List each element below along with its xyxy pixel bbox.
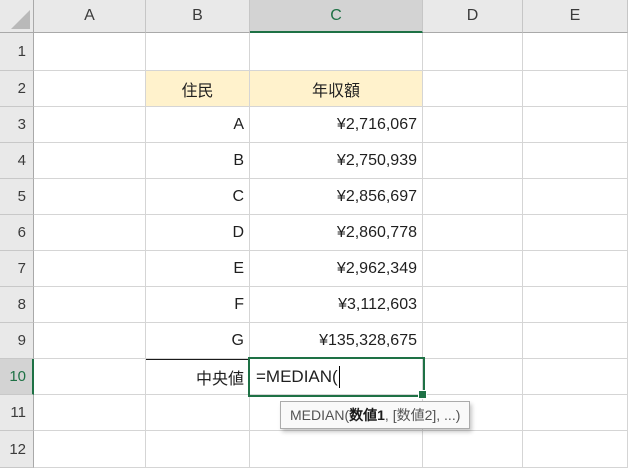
column-header-A[interactable]: A [34,0,146,33]
text-caret [338,365,341,388]
cell-D6[interactable] [423,215,523,251]
row-4: 4 B ¥2,750,939 [0,143,628,179]
cell-D3[interactable] [423,107,523,143]
select-all-triangle-icon [11,10,30,29]
cell-B2[interactable]: 住民 [146,71,250,107]
cell-E1[interactable] [523,33,628,71]
cell-E2[interactable] [523,71,628,107]
row-7: 7 E ¥2,962,349 [0,251,628,287]
row-header-1[interactable]: 1 [0,33,34,71]
cell-E11[interactable] [523,395,628,431]
cell-B11[interactable] [146,395,250,431]
cell-C6[interactable]: ¥2,860,778 [250,215,423,251]
tooltip-arg1: 数値1 [349,407,385,423]
row-6: 6 D ¥2,860,778 [0,215,628,251]
row-header-4[interactable]: 4 [0,143,34,179]
cell-C7[interactable]: ¥2,962,349 [250,251,423,287]
row-header-6[interactable]: 6 [0,215,34,251]
cell-A10[interactable] [34,359,146,395]
cell-A5[interactable] [34,179,146,215]
cell-D2[interactable] [423,71,523,107]
cell-A7[interactable] [34,251,146,287]
row-header-10[interactable]: 10 [0,359,34,395]
column-header-C[interactable]: C [250,0,423,33]
row-header-8[interactable]: 8 [0,287,34,323]
cell-D9[interactable] [423,323,523,359]
cell-B4[interactable]: B [146,143,250,179]
cell-C10[interactable]: =MEDIAN( [250,359,423,395]
cell-B1[interactable] [146,33,250,71]
cell-B12[interactable] [146,431,250,468]
cell-E7[interactable] [523,251,628,287]
cell-A12[interactable] [34,431,146,468]
cell-A11[interactable] [34,395,146,431]
row-header-5[interactable]: 5 [0,179,34,215]
cell-B10[interactable]: 中央値 [146,359,250,395]
cell-C8[interactable]: ¥3,112,603 [250,287,423,323]
cell-B9[interactable]: G [146,323,250,359]
cell-E10[interactable] [523,359,628,395]
select-all-button[interactable] [0,0,34,33]
row-header-9[interactable]: 9 [0,323,34,359]
row-header-11[interactable]: 11 [0,395,34,431]
row-header-7[interactable]: 7 [0,251,34,287]
cell-C3[interactable]: ¥2,716,067 [250,107,423,143]
function-hint-tooltip: MEDIAN(数値1, [数値2], ...) [280,401,471,429]
cell-A3[interactable] [34,107,146,143]
row-12: 12 [0,431,628,468]
cell-E8[interactable] [523,287,628,323]
row-11: 11 [0,395,628,431]
cell-D10[interactable] [423,359,523,395]
row-5: 5 C ¥2,856,697 [0,179,628,215]
fill-handle[interactable] [418,390,427,399]
cell-D8[interactable] [423,287,523,323]
tooltip-function-name: MEDIAN( [290,407,350,423]
cell-D4[interactable] [423,143,523,179]
row-1: 1 [0,33,628,71]
cell-C1[interactable] [250,33,423,71]
cell-C2[interactable]: 年収額 [250,71,423,107]
cell-A4[interactable] [34,143,146,179]
cell-E5[interactable] [523,179,628,215]
row-3: 3 A ¥2,716,067 [0,107,628,143]
cell-D5[interactable] [423,179,523,215]
cell-D11[interactable] [423,395,523,431]
cell-A2[interactable] [34,71,146,107]
column-header-D[interactable]: D [423,0,523,33]
cell-E9[interactable] [523,323,628,359]
row-header-12[interactable]: 12 [0,431,34,468]
row-header-3[interactable]: 3 [0,107,34,143]
cell-D1[interactable] [423,33,523,71]
cell-E6[interactable] [523,215,628,251]
cell-E12[interactable] [523,431,628,468]
cell-C12[interactable] [250,431,423,468]
cell-E3[interactable] [523,107,628,143]
tooltip-rest: , [数値2], ...) [384,407,461,423]
cell-C9[interactable]: ¥135,328,675 [250,323,423,359]
cell-C5[interactable]: ¥2,856,697 [250,179,423,215]
row-2: 2 住民 年収額 [0,71,628,107]
cell-B7[interactable]: E [146,251,250,287]
formula-text: =MEDIAN( [256,366,338,386]
cell-A1[interactable] [34,33,146,71]
cell-B8[interactable]: F [146,287,250,323]
column-header-B[interactable]: B [146,0,250,33]
row-10: 10 中央値 =MEDIAN( [0,359,628,395]
cell-E4[interactable] [523,143,628,179]
cell-A6[interactable] [34,215,146,251]
row-9: 9 G ¥135,328,675 [0,323,628,359]
cell-B5[interactable]: C [146,179,250,215]
cell-B3[interactable]: A [146,107,250,143]
cell-D7[interactable] [423,251,523,287]
cell-A8[interactable] [34,287,146,323]
row-8: 8 F ¥3,112,603 [0,287,628,323]
cell-A9[interactable] [34,323,146,359]
cell-D12[interactable] [423,431,523,468]
cell-C4[interactable]: ¥2,750,939 [250,143,423,179]
row-header-2[interactable]: 2 [0,71,34,107]
column-header-E[interactable]: E [523,0,628,33]
cell-B6[interactable]: D [146,215,250,251]
